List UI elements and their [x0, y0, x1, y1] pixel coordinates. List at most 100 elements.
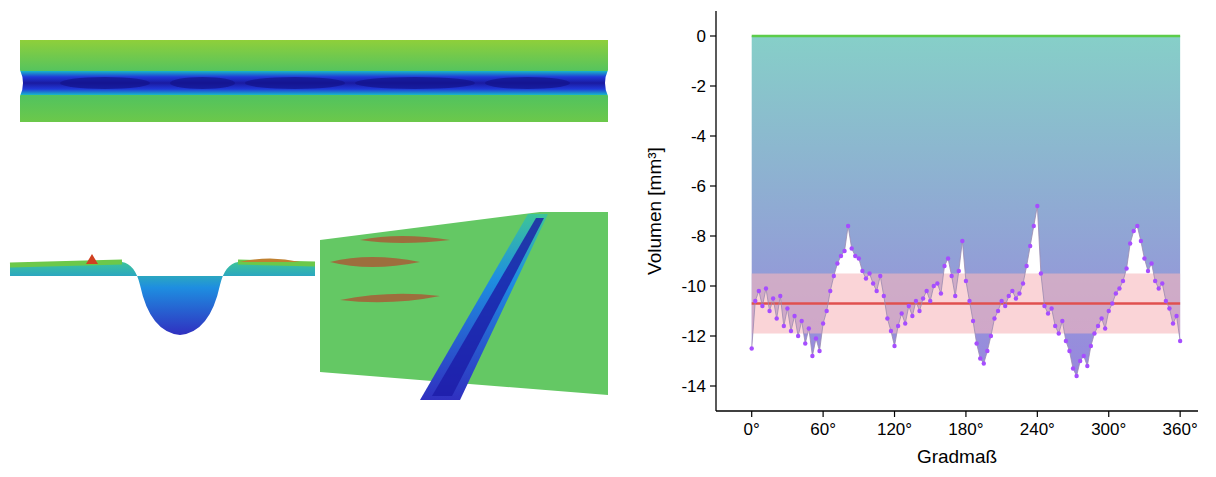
strip-dark-spot [170, 77, 235, 89]
data-point [1085, 364, 1089, 368]
data-point [1139, 239, 1143, 243]
data-point [1135, 224, 1139, 228]
data-point [1074, 374, 1078, 378]
data-point [1028, 244, 1032, 248]
data-point [860, 269, 864, 273]
data-point [878, 274, 882, 278]
data-point [792, 314, 796, 318]
y-tick [710, 385, 716, 386]
data-point [1146, 269, 1150, 273]
data-point [867, 271, 871, 275]
data-point [864, 276, 868, 280]
data-point [789, 329, 793, 333]
x-tick [965, 411, 966, 417]
strip-dark-spot [245, 77, 345, 89]
y-tick [710, 135, 716, 136]
data-point [821, 321, 825, 325]
data-point [803, 341, 807, 345]
data-point [1167, 306, 1171, 310]
data-point [1064, 339, 1068, 343]
data-point [999, 299, 1003, 303]
data-point [928, 299, 932, 303]
data-point [989, 334, 993, 338]
data-point [1017, 291, 1021, 295]
data-point [982, 361, 986, 365]
view-groove [420, 214, 548, 400]
data-point [764, 286, 768, 290]
data-point [899, 311, 903, 315]
data-point [1114, 291, 1118, 295]
data-point [874, 289, 878, 293]
data-point [967, 299, 971, 303]
data-point [1099, 316, 1103, 320]
data-point [853, 254, 857, 258]
y-tick [710, 335, 716, 336]
strip-dark-spot [485, 77, 570, 89]
data-point [828, 289, 832, 293]
x-tick-label: 180° [948, 420, 983, 439]
data-point [1014, 296, 1018, 300]
view-surface [320, 212, 608, 395]
data-point [1092, 331, 1096, 335]
data-point [1153, 279, 1157, 283]
strip-groove [20, 71, 608, 95]
x-tick-label: 300° [1091, 420, 1126, 439]
page: -14-12-10-8-6-4-200°60°120°180°240°300°3… [0, 0, 1216, 477]
data-point [1035, 204, 1039, 208]
data-point [782, 324, 786, 328]
data-point [839, 254, 843, 258]
data-point [1024, 264, 1028, 268]
data-point [985, 349, 989, 353]
data-point [1007, 294, 1011, 298]
data-point [992, 316, 996, 320]
data-point [1057, 331, 1061, 335]
data-point [960, 239, 964, 243]
data-point [996, 309, 1000, 313]
data-point [914, 299, 918, 303]
x-tick-label: 240° [1020, 420, 1055, 439]
y-axis-title: Volumen [mm³] [644, 147, 665, 275]
section-dip [10, 262, 315, 335]
data-point [1149, 261, 1153, 265]
x-tick [1180, 411, 1181, 417]
data-point [1003, 304, 1007, 308]
data-point [924, 289, 928, 293]
reference-line [752, 302, 1180, 305]
data-point [917, 309, 921, 313]
data-point [757, 289, 761, 293]
x-tick-label: 120° [877, 420, 912, 439]
strip-ends [20, 70, 608, 96]
reference-line [752, 35, 1180, 38]
data-point [796, 334, 800, 338]
y-tick-label: -10 [681, 277, 706, 296]
data-point [889, 329, 893, 333]
data-point [1174, 314, 1178, 318]
x-tick [1037, 411, 1038, 417]
area-fill [752, 36, 1180, 376]
plot-area [750, 36, 1183, 378]
y-tick [710, 285, 716, 286]
data-point [1124, 266, 1128, 270]
data-point [885, 316, 889, 320]
data-point [1178, 339, 1182, 343]
y-axis-line [715, 11, 716, 411]
data-point [871, 281, 875, 285]
data-point [774, 316, 778, 320]
data-point [1067, 349, 1071, 353]
data-point [1082, 354, 1086, 358]
data-point [842, 249, 846, 253]
data-point [907, 304, 911, 308]
x-tick [823, 411, 824, 417]
y-tick-label: -4 [691, 127, 706, 146]
data-point [910, 314, 914, 318]
data-point [1171, 321, 1175, 325]
y-tick-label: 0 [697, 27, 706, 46]
data-point [935, 281, 939, 285]
data-point [1049, 306, 1053, 310]
data-point [1032, 224, 1036, 228]
section-peak [86, 254, 98, 264]
data-point [949, 274, 953, 278]
data-point [767, 309, 771, 313]
data-point [903, 321, 907, 325]
y-tick-label: -8 [691, 227, 706, 246]
